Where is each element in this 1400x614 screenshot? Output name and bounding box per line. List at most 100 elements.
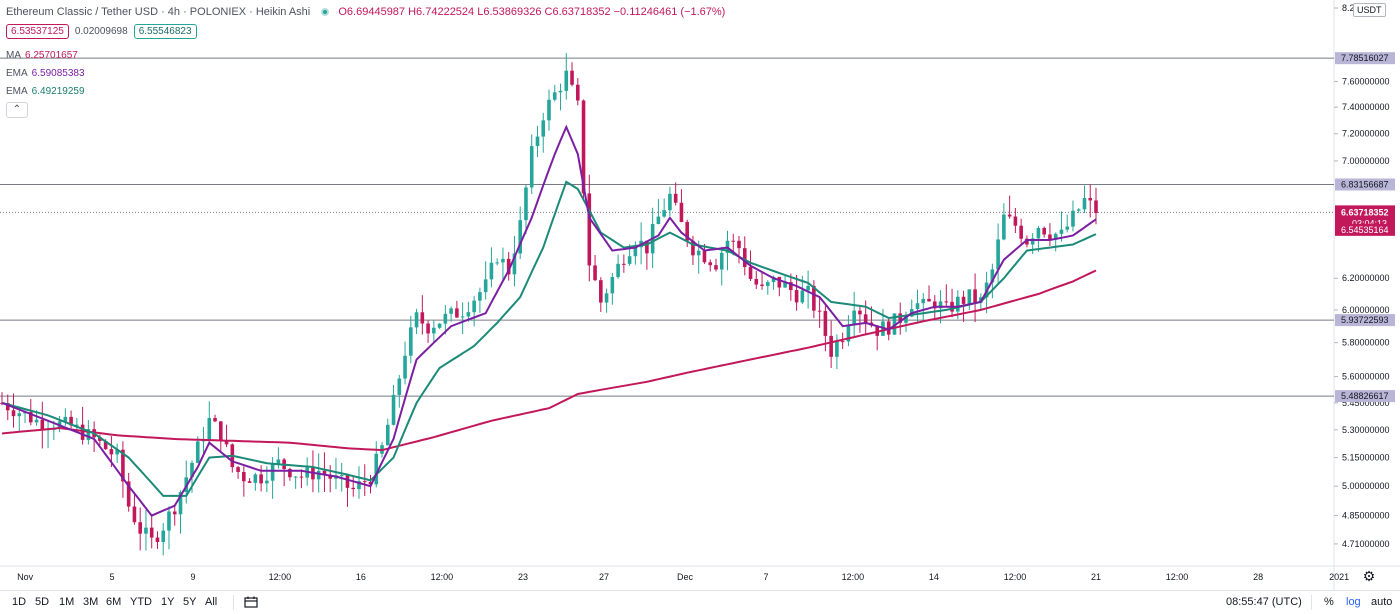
candle-body (973, 289, 977, 303)
candle-body (956, 296, 960, 312)
candle-body (103, 440, 108, 450)
x-tick-label: 14 (929, 572, 939, 582)
collapse-legend-button[interactable]: ⌃ (6, 102, 28, 118)
candle-body (593, 265, 597, 281)
timeframe-6m[interactable]: 6M (106, 596, 122, 608)
price-level-label: 5.48826617 (1341, 391, 1389, 401)
timeframe-1d[interactable]: 1D (12, 596, 27, 608)
candle-body (904, 316, 908, 323)
currency-badge[interactable]: USDT (1353, 3, 1386, 17)
candle-body (783, 282, 787, 288)
candle-body (748, 267, 753, 279)
timeframe-1y[interactable]: 1Y (161, 596, 175, 608)
candle-body (178, 492, 183, 515)
candle-body (460, 316, 465, 318)
candle-body (915, 303, 920, 310)
candle-body (1053, 233, 1058, 240)
candle-body (149, 527, 154, 538)
candle-body (1071, 210, 1075, 227)
candle-body (466, 312, 471, 317)
candle-body (403, 355, 407, 379)
y-tick-label: 7.00000000 (1342, 156, 1390, 166)
candle-body (207, 417, 212, 441)
candle-body (996, 239, 1000, 270)
utc-clock[interactable]: 08:55:47 (UTC) (1226, 596, 1302, 608)
indicator-ema-fast[interactable]: EMA 6.59085383 (6, 68, 85, 79)
candle-body (455, 308, 459, 318)
ema-slow-line (1, 180, 1097, 497)
candle-body (800, 290, 805, 303)
candle-body (875, 325, 879, 336)
candle-body (75, 424, 79, 426)
candle-body (702, 250, 707, 263)
x-tick-label: 16 (356, 572, 366, 582)
percent-scale-toggle[interactable]: % (1324, 596, 1334, 608)
candle-body (242, 471, 246, 482)
candle-body (195, 441, 200, 463)
timeframe-3m[interactable]: 3M (83, 596, 99, 608)
x-tick-label: 2021 (1329, 572, 1349, 582)
x-tick-label: 23 (518, 572, 528, 582)
candle-body (293, 476, 298, 478)
chevron-up-icon: ⌃ (12, 104, 22, 115)
indicator-ma[interactable]: MA 6.25701657 (6, 50, 78, 61)
y-tick-label: 4.71000000 (1342, 539, 1390, 549)
candle-body (126, 481, 131, 507)
candle-body (685, 222, 689, 241)
indicator-ema-slow-name: EMA (6, 86, 28, 97)
candle-body (777, 276, 782, 288)
x-tick-label: 12:00 (1166, 572, 1189, 582)
ema-value-tag (1335, 223, 1395, 236)
candle-body (518, 220, 523, 254)
candle-body (1007, 214, 1012, 217)
timeframe-1m[interactable]: 1M (59, 596, 75, 608)
buy-price-button[interactable]: 6.55546823 (133, 24, 197, 39)
candle-body (604, 293, 609, 303)
candle-body (731, 240, 736, 242)
candle-body (771, 276, 776, 283)
candle-body (236, 467, 240, 472)
candle-body (339, 475, 344, 477)
x-tick-label: 9 (191, 572, 196, 582)
timeframe-5d[interactable]: 5D (35, 596, 50, 608)
sell-price-button[interactable]: 6.53537125 (6, 24, 69, 39)
candle-body (213, 417, 217, 422)
y-tick-label: 5.00000000 (1342, 481, 1390, 491)
candle-body (420, 312, 425, 324)
timeframe-5y[interactable]: 5Y (183, 596, 197, 608)
ohlc-values: O6.69445987 H6.74222524 L6.53869326 C6.6… (338, 6, 726, 18)
chart-area[interactable]: 8.2 7.60000000 7.40000000 7.20000000 7.00000… (0, 0, 1400, 590)
candle-body (28, 412, 33, 423)
candle-body (794, 290, 799, 303)
candle-body (696, 250, 701, 256)
candle-body (581, 100, 586, 194)
calendar-range-icon[interactable] (244, 596, 258, 608)
indicator-ema-slow[interactable]: EMA 6.49219259 (6, 86, 85, 97)
timeframe-all[interactable]: All (205, 596, 218, 608)
candle-body (501, 258, 505, 263)
x-tick-label: 12:00 (1004, 572, 1027, 582)
candle-body (812, 285, 816, 311)
auto-scale-toggle[interactable]: auto (1371, 596, 1393, 608)
log-scale-toggle[interactable]: log (1346, 596, 1361, 608)
y-tick-label: 4.85000000 (1342, 511, 1390, 521)
price-level-label: 5.93722593 (1341, 315, 1389, 325)
candle-body (155, 537, 160, 543)
candle-body (1013, 216, 1018, 226)
candle-body (806, 285, 810, 291)
x-tick-label: 21 (1091, 572, 1101, 582)
candle-body (938, 301, 943, 309)
indicator-ma-name: MA (6, 50, 21, 61)
candle-body (1019, 225, 1023, 239)
gear-icon[interactable]: ⚙ (1362, 568, 1376, 584)
spread-value: 0.02009698 (74, 26, 128, 37)
candle-body (1088, 198, 1093, 201)
price-level-label: 7.78516027 (1341, 53, 1389, 63)
candle-body (1030, 238, 1035, 245)
candle-body (616, 263, 620, 278)
timeframe-ytd[interactable]: YTD (130, 596, 152, 608)
candle-body (385, 424, 390, 446)
candle-body (368, 481, 373, 485)
indicator-ema-slow-value: 6.49219259 (31, 86, 85, 97)
price-chart[interactable]: 8.2 7.60000000 7.40000000 7.20000000 7.00000… (0, 0, 1400, 590)
